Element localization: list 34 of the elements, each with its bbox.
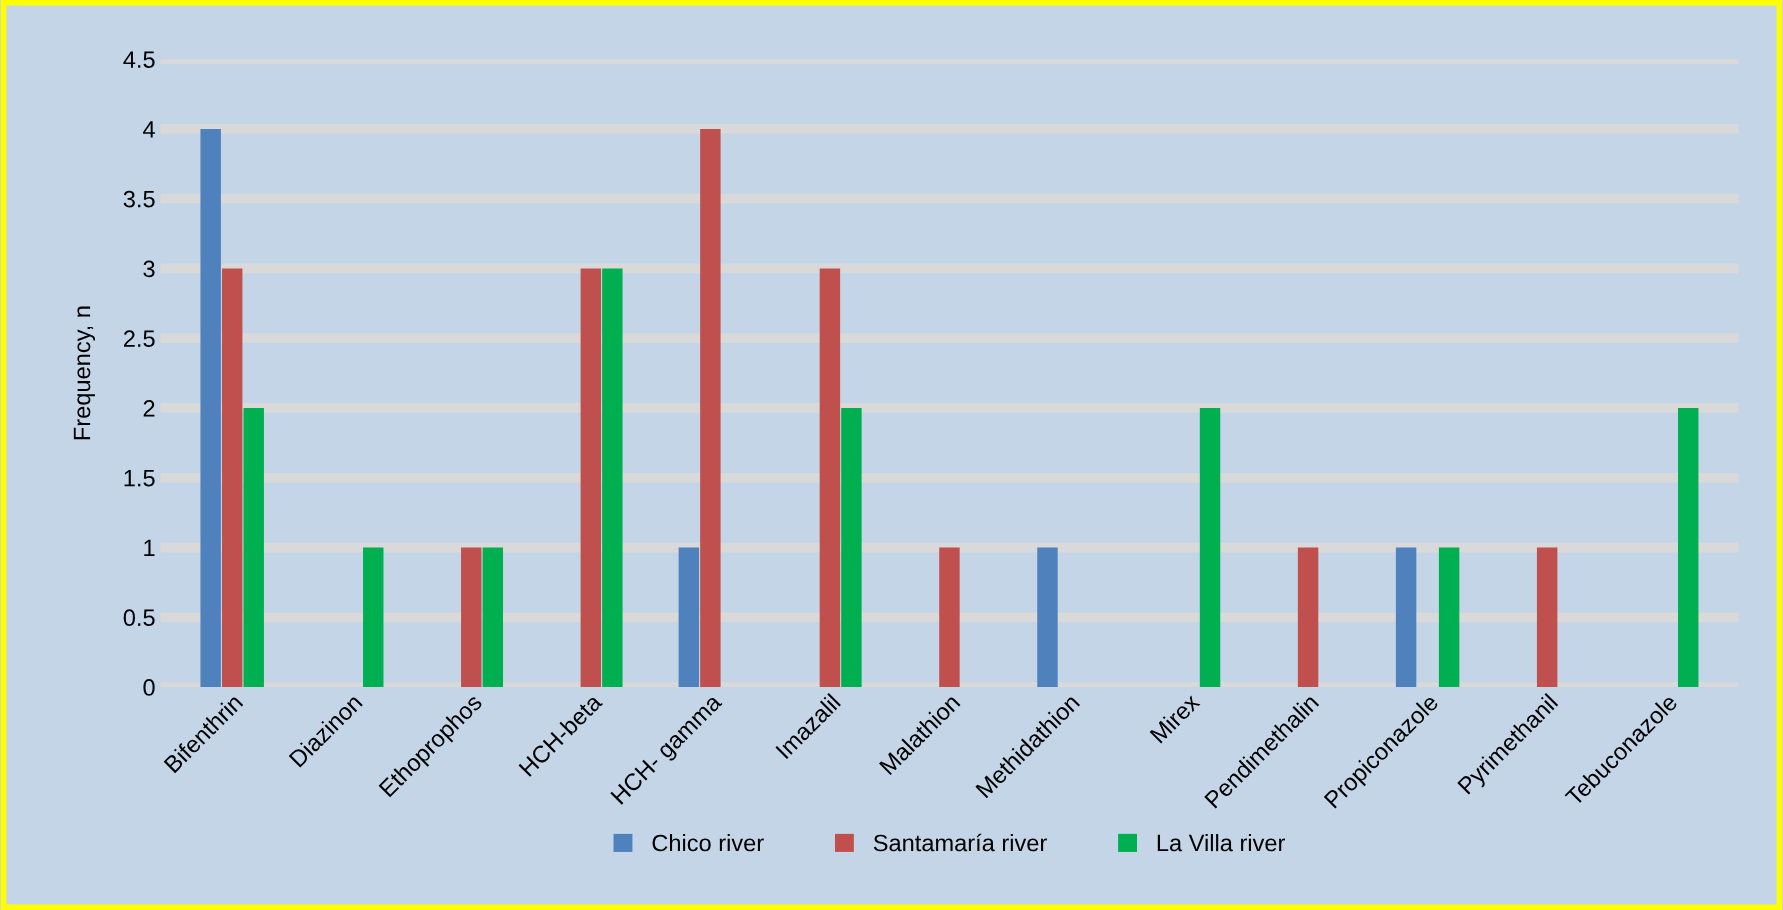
bar bbox=[482, 547, 504, 688]
bar bbox=[243, 407, 264, 688]
legend-label: La Villa river bbox=[1157, 834, 1285, 852]
bar bbox=[939, 547, 960, 688]
y-tick-label: 4 bbox=[143, 121, 155, 138]
bar bbox=[1536, 547, 1558, 688]
bar bbox=[1395, 547, 1417, 688]
y-tick-label: 1.5 bbox=[124, 470, 155, 487]
y-tick-label: 2.5 bbox=[123, 330, 155, 347]
y-tick-label: 0 bbox=[143, 679, 155, 696]
legend-label: Santamaría river bbox=[873, 833, 1047, 852]
bar bbox=[1199, 407, 1221, 688]
bar bbox=[602, 268, 623, 688]
bar bbox=[1037, 547, 1058, 688]
bar bbox=[221, 268, 243, 688]
bar bbox=[1438, 547, 1460, 688]
bar bbox=[678, 547, 700, 688]
bar bbox=[700, 128, 721, 688]
bar bbox=[1678, 407, 1699, 688]
bar bbox=[841, 407, 862, 688]
bar bbox=[461, 547, 482, 688]
bar bbox=[1297, 547, 1319, 688]
y-tick-label: 3.5 bbox=[123, 190, 155, 208]
y-axis-title: Frequency, n bbox=[73, 306, 96, 440]
legend-label: Chico river bbox=[652, 834, 764, 852]
y-tick-label: 1 bbox=[144, 539, 155, 557]
y-tick-label: 4.5 bbox=[123, 51, 155, 68]
y-tick-label: 0.5 bbox=[123, 609, 155, 627]
bar bbox=[200, 128, 221, 688]
bar bbox=[363, 547, 384, 688]
bar bbox=[819, 268, 841, 688]
bar bbox=[580, 268, 602, 688]
y-tick-label: 3 bbox=[143, 260, 155, 278]
y-tick-label: 2 bbox=[143, 400, 155, 417]
